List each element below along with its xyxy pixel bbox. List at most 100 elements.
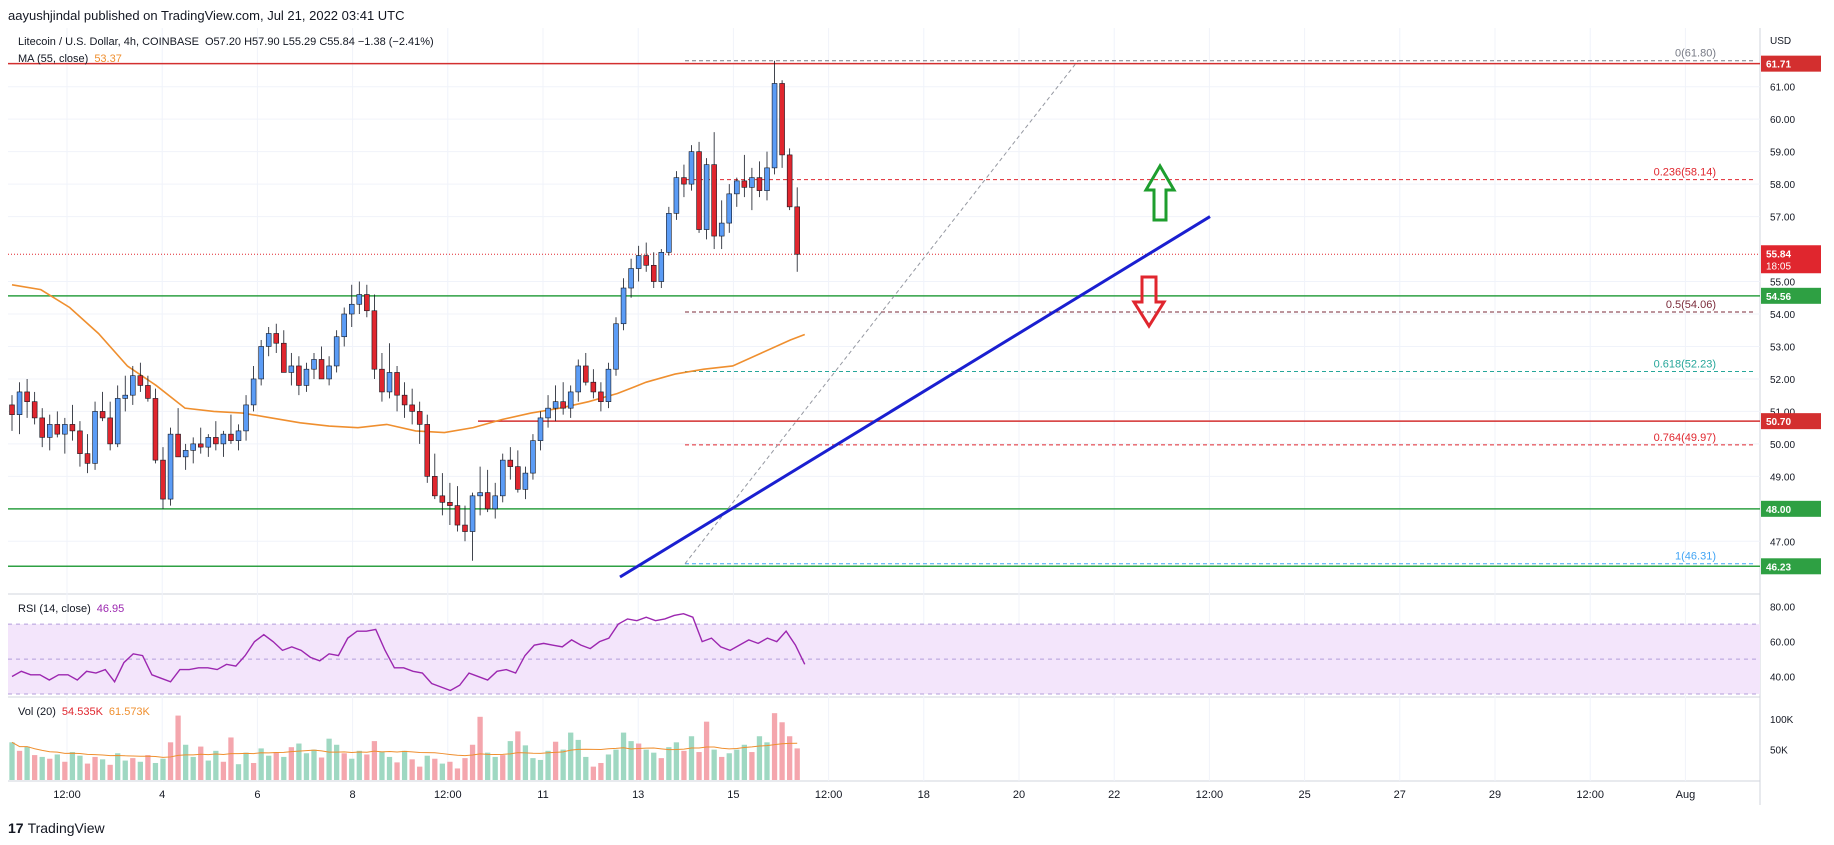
symbol-legend[interactable]: Litecoin / U.S. Dollar, 4h, COINBASE O57.… xyxy=(18,36,434,48)
volume-bar xyxy=(220,761,227,780)
countdown-label: 18:05 xyxy=(1766,261,1791,272)
fib-label: 0.764(49.97) xyxy=(1654,432,1716,444)
candle-body xyxy=(424,424,431,477)
candle-body xyxy=(107,417,113,445)
ma55-line xyxy=(11,283,806,434)
volume-bar xyxy=(379,751,385,780)
volume-bar xyxy=(198,746,204,780)
candle-body xyxy=(688,151,695,185)
volume-bar xyxy=(568,732,574,780)
volume-tick-label: 100K xyxy=(1770,715,1794,726)
candle-body xyxy=(779,83,785,156)
rsi-tick-label: 80.00 xyxy=(1770,603,1795,614)
volume-bar xyxy=(16,750,23,780)
volume-bar xyxy=(726,753,732,780)
volume-bar xyxy=(447,761,453,780)
volume-bar xyxy=(500,755,506,780)
candle-body xyxy=(137,375,144,386)
volume-bar xyxy=(228,737,234,780)
candle-body xyxy=(560,401,566,409)
rsi-tick-label: 60.00 xyxy=(1770,638,1795,649)
chart-canvas[interactable]: 0(61.80) 0.236(58.14) 0.5(54.06) 0.618(52.2… xyxy=(0,0,1834,805)
tradingview-brand[interactable]: 17 TradingView xyxy=(8,820,105,836)
currency-label: USD xyxy=(1770,36,1791,47)
volume-bar xyxy=(620,732,627,780)
volume-bar xyxy=(54,754,60,780)
volume-bar xyxy=(266,755,272,780)
volume-bar xyxy=(666,747,672,780)
volume-bar xyxy=(130,758,136,780)
candle-body xyxy=(160,459,166,500)
volume-legend[interactable]: Vol (20) 54.535K 61.573K xyxy=(18,706,151,718)
candle-body xyxy=(265,333,272,347)
candle-body xyxy=(605,368,612,402)
price-tick-label: 51.00 xyxy=(1770,407,1795,418)
candle-body xyxy=(545,407,551,419)
price-tick-label: 52.00 xyxy=(1770,375,1795,386)
volume-bar xyxy=(303,753,310,780)
time-tick-label: 18 xyxy=(918,789,930,801)
fib-label: 0(61.80) xyxy=(1675,48,1716,60)
axis-labels: 47.00 49.00 50.00 51.00 52.00 53.00 54.00 55.00… xyxy=(53,55,1821,801)
time-tick-label: 13 xyxy=(632,789,644,801)
candle-body xyxy=(197,443,204,448)
volume-bar xyxy=(741,744,747,780)
volume-bar xyxy=(77,755,83,780)
level-badge xyxy=(1761,55,1821,72)
volume-bar xyxy=(681,750,687,780)
volume-bar xyxy=(99,759,106,780)
candle-body xyxy=(371,310,378,370)
candle-body xyxy=(711,164,717,237)
volume-bar xyxy=(590,766,596,780)
volume-bar xyxy=(137,761,143,780)
volume-bar xyxy=(243,752,249,780)
volume-bar xyxy=(703,721,710,780)
volume-bar xyxy=(643,749,649,780)
candle-body xyxy=(92,411,98,464)
arrow-drawings[interactable] xyxy=(1131,163,1177,329)
candle-body xyxy=(386,372,393,393)
fib-label: 0.618(52.23) xyxy=(1654,358,1716,370)
candle-body xyxy=(462,524,468,532)
volume-bar xyxy=(281,756,287,780)
volume-bar xyxy=(122,760,128,780)
candle-body xyxy=(681,177,687,185)
time-tick-label: 4 xyxy=(159,789,165,801)
candle-body xyxy=(326,365,332,380)
volume-bar xyxy=(318,757,325,780)
volume-bar xyxy=(583,756,589,780)
candle-body xyxy=(69,424,76,432)
candle-body xyxy=(333,336,340,367)
volume-bar xyxy=(190,756,196,780)
candle-body xyxy=(771,83,778,169)
candle-body xyxy=(447,502,453,506)
candle-body xyxy=(167,433,174,500)
volume-bar xyxy=(515,731,521,780)
fib-diagonal xyxy=(684,60,1079,565)
volume-bars xyxy=(9,713,800,780)
candle-body xyxy=(764,167,770,191)
candle-body xyxy=(228,433,234,441)
volume-bar xyxy=(417,766,423,780)
candle-body xyxy=(394,372,400,396)
horizontal-levels[interactable] xyxy=(8,62,1760,568)
trendline-group[interactable] xyxy=(619,215,1211,579)
fibonacci-retracement[interactable]: 0(61.80) 0.236(58.14) 0.5(54.06) 0.618(52.2… xyxy=(684,48,1755,565)
volume-bar xyxy=(92,756,98,780)
level-badge xyxy=(1761,500,1821,517)
candle-body xyxy=(273,333,280,344)
volume-bar xyxy=(349,758,355,780)
ma-legend[interactable]: MA (55, close) 53.37 xyxy=(18,53,122,65)
volume-bar xyxy=(334,744,340,780)
volume-bar xyxy=(9,742,15,780)
candle-body xyxy=(364,294,370,312)
volume-bar xyxy=(794,748,800,780)
candle-body xyxy=(288,365,295,373)
rsi-legend[interactable]: RSI (14, close) 46.95 xyxy=(18,603,124,615)
candle-body xyxy=(213,437,219,445)
candle-body xyxy=(635,255,642,269)
volume-bar xyxy=(311,749,317,780)
candle-body xyxy=(499,459,506,497)
volume-bar xyxy=(530,758,536,780)
volume-bar xyxy=(386,756,393,780)
